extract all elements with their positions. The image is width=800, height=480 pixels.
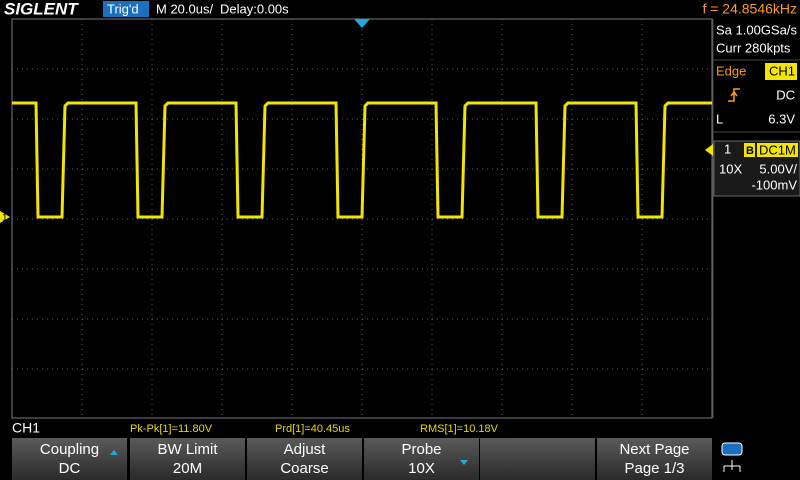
bw-icon: B	[746, 145, 754, 157]
trigger-level-marker	[705, 144, 713, 156]
menu-button-value[interactable]: 20M	[173, 460, 202, 477]
trigger-status-box	[103, 1, 149, 17]
trigger-source: CH1	[769, 63, 795, 78]
empty-menu-button	[480, 438, 595, 480]
measurement: RMS[1]=10.18V	[420, 423, 499, 435]
bw-icon-box	[744, 143, 755, 157]
channel-marker-label: 1	[2, 213, 8, 224]
channel-number: 1	[724, 141, 731, 156]
memory-depth: Curr 280kpts	[716, 40, 791, 55]
menu-button-value[interactable]: Coarse	[280, 460, 328, 477]
status-icon	[721, 442, 743, 456]
channel-coupling: DC1M	[759, 142, 796, 157]
measurement: Prd[1]=40.45us	[275, 423, 350, 435]
menu-arrow-up	[110, 450, 118, 455]
vertical-offset: -100mV	[751, 177, 797, 192]
channel-marker	[0, 211, 10, 223]
menu-button-label[interactable]: Coupling	[40, 441, 99, 458]
sample-rate: Sa 1.00GSa/s	[716, 22, 797, 37]
trigger-position-marker	[354, 19, 370, 28]
waveform	[12, 101, 712, 219]
brand: SIGLENT	[4, 0, 79, 18]
trigger-status: Trig'd	[107, 1, 139, 16]
menu-channel: CH1	[12, 420, 40, 436]
menu-button-value[interactable]: Page 1/3	[624, 460, 684, 477]
menu-button[interactable]	[247, 438, 362, 480]
menu-button[interactable]	[364, 438, 479, 480]
menu-button[interactable]	[597, 438, 712, 480]
vertical-scale: 5.00V/	[759, 161, 797, 176]
trigger-level: 6.3V	[768, 111, 795, 126]
edge-icon	[728, 88, 740, 102]
menu-button-label[interactable]: BW Limit	[158, 441, 219, 458]
measurement: Pk-Pk[1]=11.80V	[130, 423, 213, 435]
delay: Delay:0.00s	[220, 1, 289, 16]
trigger-coupling: DC	[776, 87, 795, 102]
probe-ratio: 10X	[719, 161, 742, 176]
channel-coupling-box	[757, 143, 798, 157]
menu-button-value[interactable]: 10X	[408, 460, 435, 477]
menu-button-label[interactable]: Adjust	[284, 441, 327, 458]
trigger-level-label: L	[716, 111, 723, 126]
menu-button-label[interactable]: Next Page	[619, 441, 689, 458]
frequency: f = 24.8546kHz	[702, 1, 797, 17]
menu-arrow-down	[460, 460, 468, 465]
soft-menu: Coupling DC BW Limit 20M Adjust Coarse Probe 10…	[12, 438, 712, 480]
menu-button[interactable]	[12, 438, 127, 480]
network-icon	[723, 460, 741, 472]
trigger-source-box	[765, 63, 797, 80]
menu-button[interactable]	[130, 438, 245, 480]
timebase: M 20.0us/	[156, 1, 213, 16]
trigger-type: Edge	[716, 63, 746, 78]
menu-button-value[interactable]: DC	[59, 460, 81, 477]
menu-button-label[interactable]: Probe	[401, 441, 441, 458]
